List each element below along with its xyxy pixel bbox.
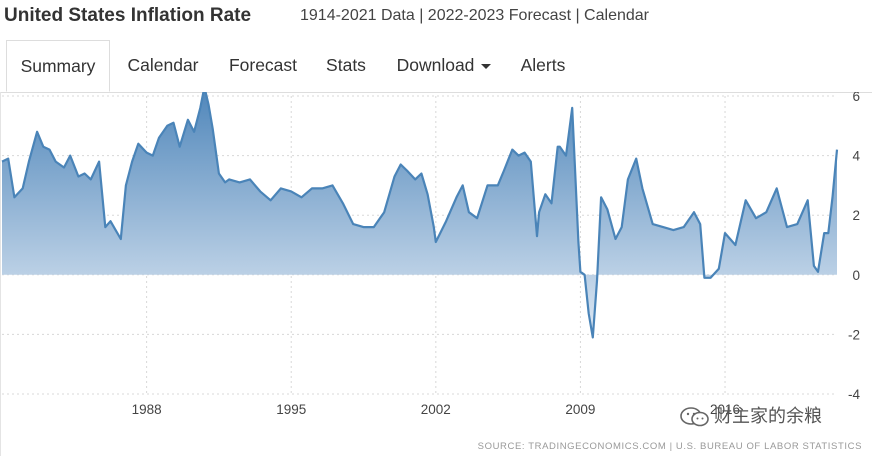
chevron-down-icon [481,63,492,69]
watermark-text: 财主家的余粮 [714,406,822,426]
tab-forecast-label: Forecast [228,55,298,75]
y-tick-label: -4 [848,387,860,402]
axis-ticks: 6 4 2 0 -2 -4 1988 1995 2002 2009 2016 [132,92,861,417]
tab-bar: Summary Calendar Forecast Stats Download… [0,40,872,93]
tab-stats-label: Stats [326,55,366,75]
chart-left-border [0,92,1,456]
x-tick-label: 2009 [565,402,595,417]
x-tick-label: 1988 [132,402,162,417]
tab-alerts-label: Alerts [520,55,566,75]
tab-summary-label: Summary [20,56,96,76]
inflation-chart: 6 4 2 0 -2 -4 1988 1995 2002 2009 2016 SOURCE: TRA… [1,92,862,452]
page-subtitle: 1914-2021 Data | 2022-2023 Forecast | Ca… [300,7,649,24]
x-tick-label: 2016 [710,402,740,417]
tab-download[interactable]: Download [386,40,502,92]
tab-download-label: Download [396,55,475,75]
series-line [1,92,839,339]
tab-stats[interactable]: Stats [314,40,378,92]
y-tick-label: 2 [852,208,860,223]
y-tick-label: 0 [852,268,860,283]
page-title: United States Inflation Rate [4,5,252,26]
area-series [1,92,839,339]
y-tick-label: 6 [852,92,860,104]
watermark: 财主家的余粮 [680,402,822,428]
y-tick-label: 4 [852,149,860,164]
tab-forecast[interactable]: Forecast [216,40,310,92]
y-tick-label: -2 [848,327,860,342]
series-area-fill [2,92,837,338]
page-header: United States Inflation Rate 1914-2021 D… [0,0,872,34]
x-tick-label: 2002 [421,402,451,417]
tab-calendar-label: Calendar [127,55,199,75]
wechat-icon [680,407,709,427]
x-tick-label: 1995 [276,402,306,417]
tab-alerts[interactable]: Alerts [512,40,574,92]
tab-calendar[interactable]: Calendar [114,40,212,92]
source-note: SOURCE: TRADINGECONOMICS.COM | U.S. BURE… [478,441,862,452]
tab-summary[interactable]: Summary [6,40,110,92]
